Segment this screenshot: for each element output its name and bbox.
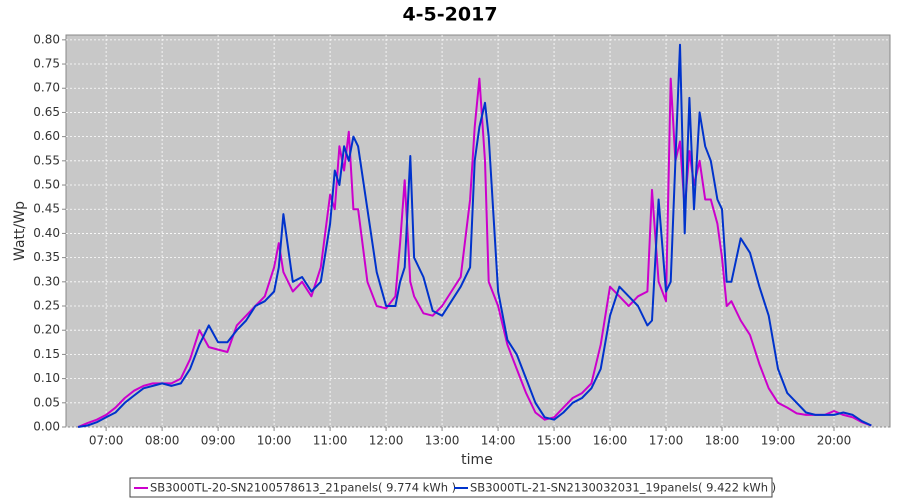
y-tick-label: 0.65 — [33, 105, 60, 119]
legend-label: SB3000TL-21-SN2130032031_19panels( 9.422… — [470, 481, 776, 495]
x-tick-label: 07:00 — [89, 434, 124, 448]
x-tick-label: 17:00 — [649, 434, 684, 448]
x-tick-label: 09:00 — [201, 434, 236, 448]
x-tick-label: 15:00 — [537, 434, 572, 448]
x-tick-label: 14:00 — [481, 434, 516, 448]
x-tick-label: 13:00 — [425, 434, 460, 448]
x-tick-label: 19:00 — [761, 434, 796, 448]
y-tick-label: 0.10 — [33, 371, 60, 385]
y-tick-label: 0.70 — [33, 81, 60, 95]
y-tick-label: 0.80 — [33, 32, 60, 46]
legend-label: SB3000TL-20-SN2100578613_21panels( 9.774… — [150, 481, 456, 495]
chart-title: 4-5-2017 — [402, 4, 497, 26]
y-tick-label: 0.30 — [33, 274, 60, 288]
y-tick-label: 0.15 — [33, 347, 60, 361]
legend-box — [129, 477, 773, 498]
x-tick-label: 18:00 — [705, 434, 740, 448]
x-tick-label: 10:00 — [257, 434, 292, 448]
y-tick-label: 0.40 — [33, 226, 60, 240]
y-tick-label: 0.35 — [33, 250, 60, 264]
series-line — [77, 43, 872, 428]
y-axis-label: Watt/Wp — [12, 201, 28, 261]
y-tick-label: 0.60 — [33, 129, 60, 143]
x-axis-label: time — [461, 452, 493, 468]
y-tick-label: 0.50 — [33, 178, 60, 192]
x-tick-label: 20:00 — [817, 434, 852, 448]
y-tick-label: 0.55 — [33, 153, 60, 167]
y-tick-label: 0.25 — [33, 299, 60, 313]
y-tick-label: 0.20 — [33, 323, 60, 337]
y-tick-label: 0.05 — [33, 395, 60, 409]
y-tick-label: 0.45 — [33, 202, 60, 216]
x-tick-label: 12:00 — [369, 434, 404, 448]
x-tick-label: 08:00 — [145, 434, 180, 448]
x-tick-label: 11:00 — [313, 434, 348, 448]
y-tick-label: 0.75 — [33, 57, 60, 71]
x-tick-label: 16:00 — [593, 434, 628, 448]
y-tick-label: 0.00 — [33, 420, 60, 434]
